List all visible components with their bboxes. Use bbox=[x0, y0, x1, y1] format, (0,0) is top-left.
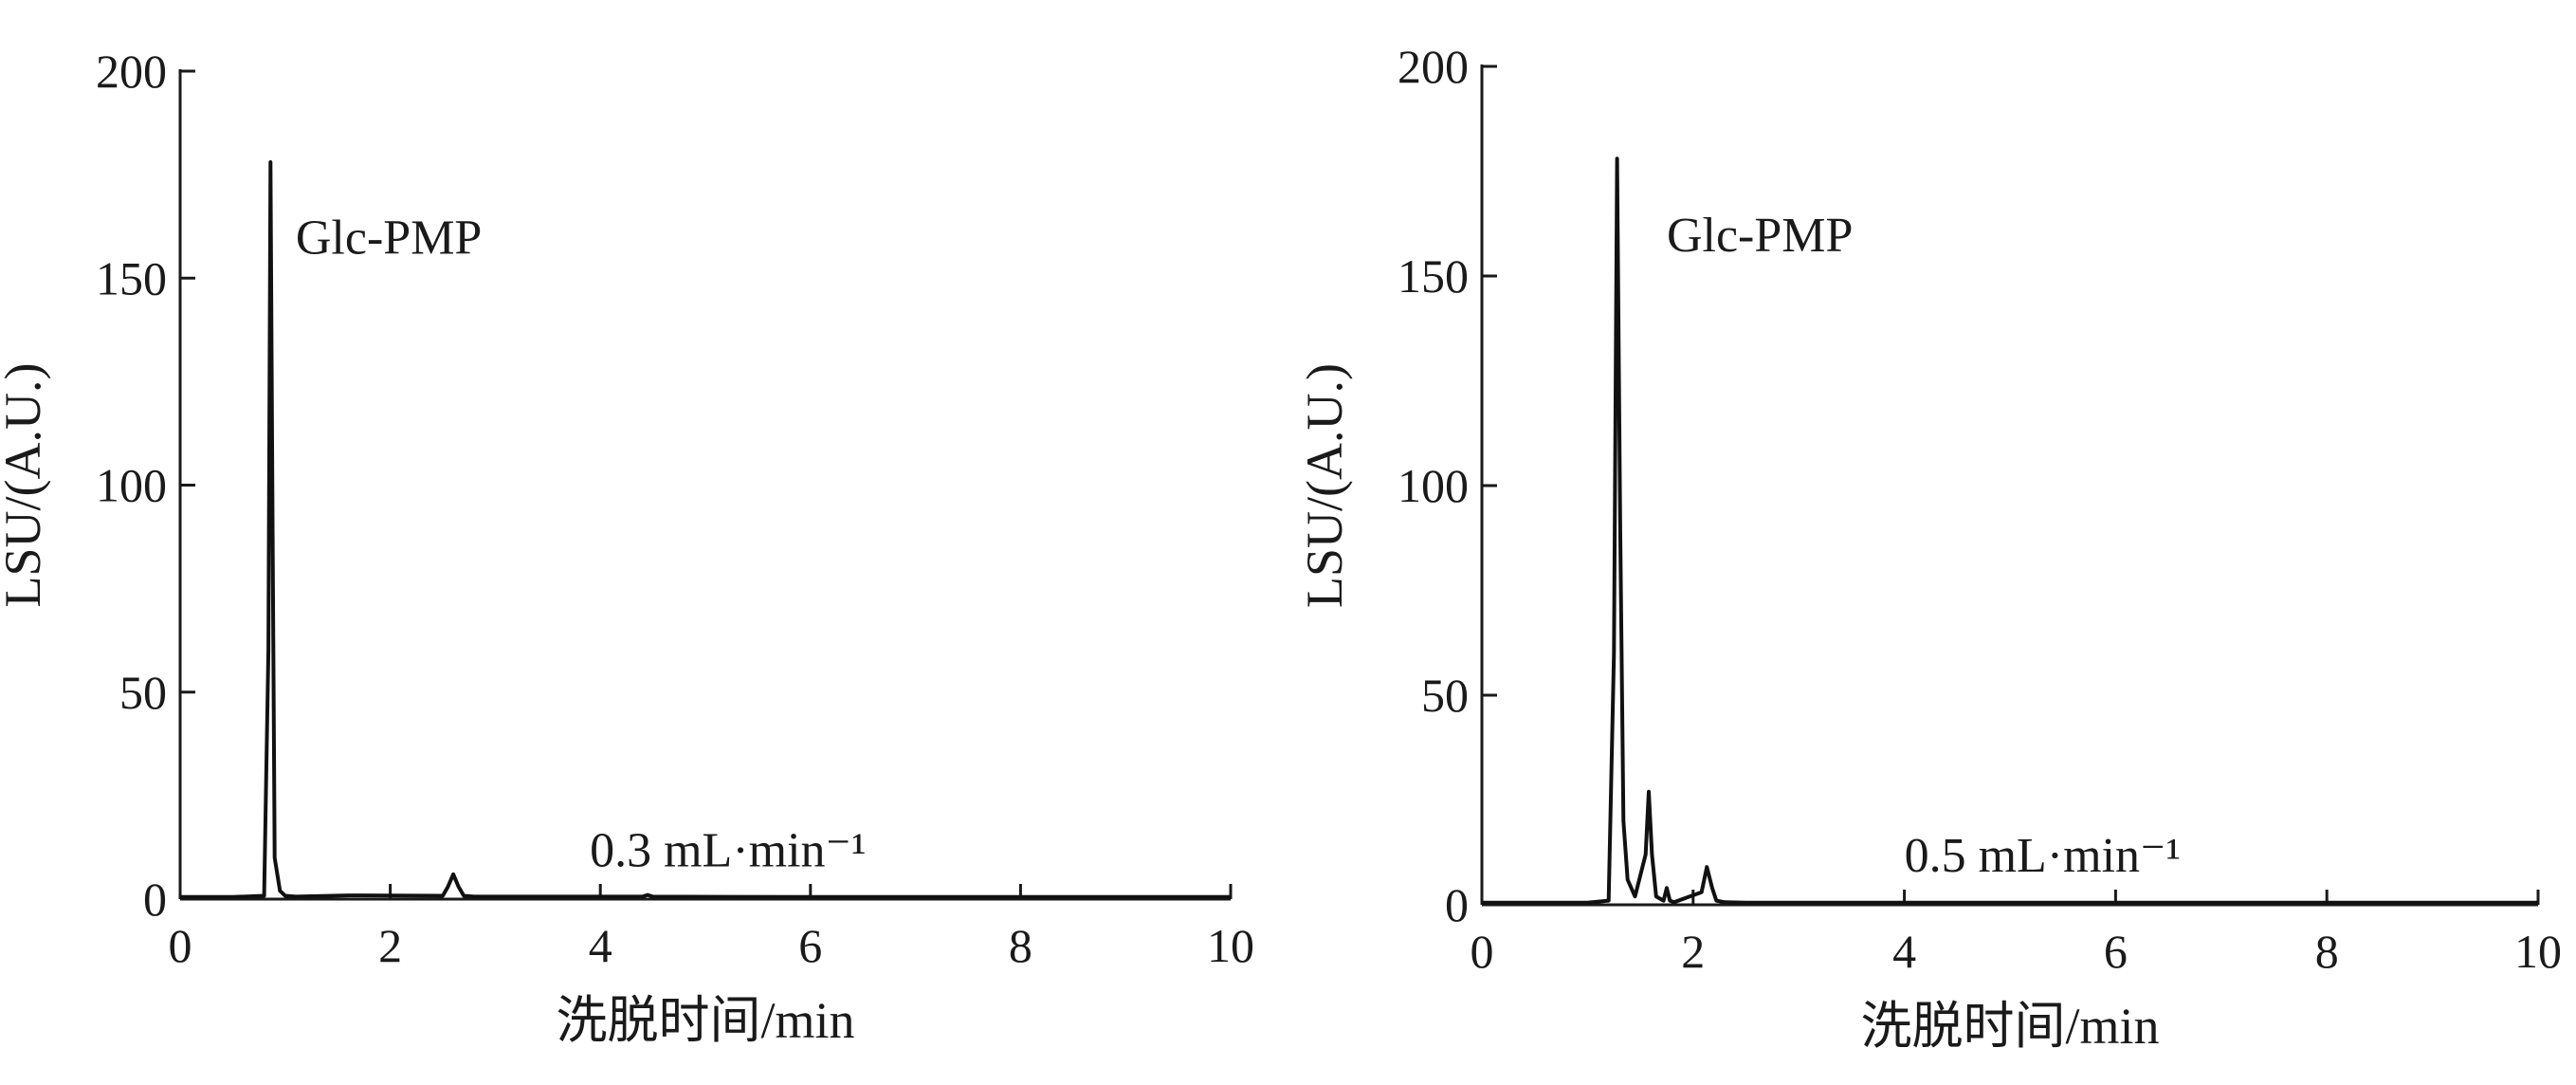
y-tick-label: 0 bbox=[143, 873, 167, 926]
y-axis-title: LSU/(A.U.) bbox=[0, 363, 51, 608]
x-tick-label: 2 bbox=[378, 919, 402, 972]
x-axis-title: 洗脱时间/min bbox=[1860, 998, 2159, 1055]
chromatogram-trace bbox=[1482, 156, 2538, 905]
y-tick-label: 200 bbox=[1398, 40, 1469, 93]
x-axis-title: 洗脱时间/min bbox=[556, 992, 854, 1049]
flow-rate-label: 0.5 mL·min⁻¹ bbox=[1905, 829, 2181, 883]
flow-rate-label: 0.3 mL·min⁻¹ bbox=[590, 824, 866, 878]
y-tick-label: 100 bbox=[96, 459, 167, 512]
peak-label-glc-pmp: Glc-PMP bbox=[1667, 209, 1853, 263]
x-tick-label: 2 bbox=[1681, 925, 1705, 978]
x-tick-label: 8 bbox=[2315, 925, 2339, 978]
chart-left: 0 50 100 150 200 0 2 4 6 8 10 Glc-PMP 0.3 mL·min⁻… bbox=[0, 45, 1254, 1049]
x-tick-label: 4 bbox=[589, 919, 612, 972]
x-ticks: 0 2 4 6 8 10 bbox=[169, 884, 1254, 972]
y-tick-label: 150 bbox=[96, 251, 167, 304]
x-tick-label: 10 bbox=[1207, 919, 1254, 972]
x-tick-label: 8 bbox=[1009, 919, 1032, 972]
chart-right: 0 50 100 150 200 0 2 4 6 8 10 Glc-PMP 0.5 mL·min⁻… bbox=[1296, 40, 2562, 1055]
x-tick-label: 0 bbox=[1471, 925, 1494, 978]
y-tick-label: 150 bbox=[1398, 249, 1469, 303]
chromatogram-trace bbox=[180, 160, 1231, 899]
y-tick-label: 100 bbox=[1398, 459, 1469, 512]
x-ticks: 0 2 4 6 8 10 bbox=[1471, 890, 2562, 978]
y-ticks: 0 50 100 150 200 bbox=[96, 45, 195, 926]
y-ticks: 0 50 100 150 200 bbox=[1398, 40, 1497, 931]
x-tick-label: 6 bbox=[2104, 925, 2128, 978]
peak-label-glc-pmp: Glc-PMP bbox=[296, 211, 482, 266]
x-tick-label: 6 bbox=[798, 919, 822, 972]
y-tick-label: 50 bbox=[1421, 669, 1469, 722]
y-axis-title: LSU/(A.U.) bbox=[1296, 363, 1353, 608]
x-tick-label: 0 bbox=[169, 919, 192, 972]
x-tick-label: 10 bbox=[2514, 925, 2562, 978]
x-tick-label: 4 bbox=[1892, 925, 1916, 978]
y-tick-label: 0 bbox=[1445, 878, 1469, 931]
y-tick-label: 200 bbox=[96, 45, 167, 98]
y-tick-label: 50 bbox=[119, 666, 167, 719]
